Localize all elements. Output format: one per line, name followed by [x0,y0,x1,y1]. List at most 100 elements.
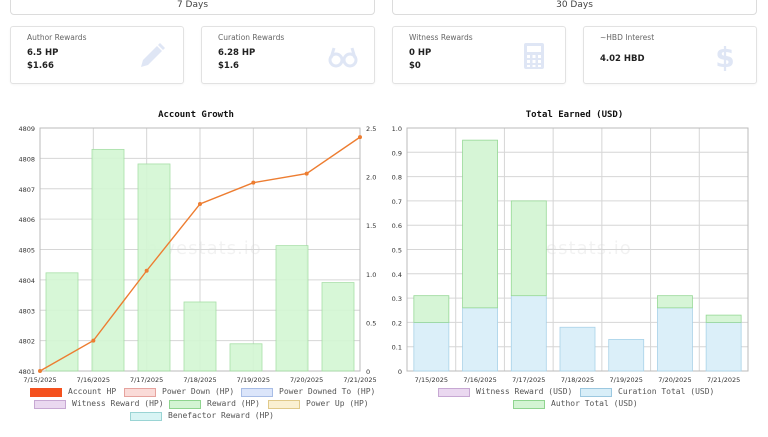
card-title: ~HBD Interest [600,33,655,42]
card-value-hp: 6.5 HP [27,48,59,58]
reward-bar [229,343,263,372]
curation-bar [705,321,742,372]
x-tick-label: 7/19/2025 [610,376,643,384]
x-tick-label: 7/21/2025 [343,376,376,384]
y-right-tick-label: 2.5 [366,125,376,133]
legend-swatch [169,400,201,409]
curation-rewards-card: Curation Rewards 6.28 HP $1.6 [201,26,375,84]
legend-swatch [30,388,62,397]
card-title: Witness Rewards [409,33,473,42]
legend-label: Reward (HP) [207,399,260,408]
account-growth-title: Account Growth [158,110,234,120]
x-tick-label: 7/18/2025 [183,376,216,384]
legend-label: Benefactor Reward (HP) [168,411,274,420]
reward-bar [275,245,309,372]
y-tick-label: 0.7 [392,198,402,206]
y-tick-label: 1.0 [392,125,402,133]
legend-label: Witness Reward (HP) [72,399,164,408]
reward-bar [137,163,171,372]
card-value-usd: $1.66 [27,61,54,71]
legend-swatch [124,388,156,397]
legend-swatch [438,388,470,397]
y-right-tick-label: 1.0 [366,271,376,279]
author-bar [657,295,693,309]
x-tick-label: 7/19/2025 [237,376,270,384]
author-bar [462,139,498,309]
calculator-icon [524,43,544,69]
legend-label: Power Downed To (HP) [279,387,376,396]
legend-swatch [268,400,300,409]
x-tick-label: 7/16/2025 [463,376,496,384]
account-hp-point [91,338,96,343]
card-title: Author Rewards [27,33,87,42]
card-value-hbd: 4.02 HBD [600,54,645,64]
card-value-usd: $1.6 [218,61,239,71]
curation-bar [413,321,450,372]
tab-30-days[interactable]: 30 Days [392,0,757,15]
x-tick-label: 7/18/2025 [561,376,594,384]
account-hp-point [251,180,256,185]
legend-swatch [241,388,273,397]
legend-swatch [580,388,612,397]
y-left-tick-label: 4803 [18,307,35,315]
y-right-tick-label: 0 [366,368,370,376]
curation-bar [510,295,547,372]
y-left-tick-label: 4806 [18,216,35,224]
legend-swatch [513,400,545,409]
account-hp-point [304,171,309,176]
x-tick-label: 7/15/2025 [415,376,448,384]
x-tick-label: 7/20/2025 [658,376,691,384]
y-tick-label: 0.6 [392,222,402,230]
total-earned-title: Total Earned (USD) [525,110,624,120]
author-bar [413,295,450,323]
legend-label: Power Down (HP) [162,387,235,396]
legend-swatch [34,400,66,409]
y-tick-label: 0.2 [392,319,402,327]
x-tick-label: 7/16/2025 [77,376,110,384]
y-tick-label: 0.8 [392,174,402,182]
legend-label: Power Up (HP) [306,399,369,408]
x-tick-label: 7/21/2025 [707,376,740,384]
author-bar [705,314,742,323]
account-hp-point [144,268,149,273]
witness-rewards-card: Witness Rewards 0 HP $0 [392,26,566,84]
glasses-icon [328,47,358,68]
y-tick-label: 0 [398,368,402,376]
y-left-tick-label: 4804 [18,277,35,285]
y-left-tick-label: 4808 [18,155,35,163]
account-hp-point [38,369,42,373]
author-bar [510,200,547,297]
card-value-hp: 0 HP [409,48,432,58]
reward-bar [321,282,355,372]
x-tick-label: 7/20/2025 [290,376,323,384]
y-tick-label: 0.5 [392,247,402,255]
card-value-usd: $0 [409,61,421,71]
reward-bar [91,148,125,372]
legend-label: Curation Total (USD) [618,387,715,396]
y-tick-label: 0.9 [392,149,402,157]
y-left-tick-label: 4807 [18,186,35,194]
card-value-hp: 6.28 HP [218,48,256,58]
legend-label: Account HP [68,387,117,396]
x-tick-label: 7/17/2025 [512,376,545,384]
reward-bar [45,272,79,372]
reward-bar [183,301,217,372]
y-tick-label: 0.3 [392,295,402,303]
y-tick-label: 0.4 [392,271,402,279]
total-earned-chart: 0 0.1 0.2 0.3 0.4 0.5 0.6 0.7 0.8 0.9 1.0 7/15/2025… [392,125,749,384]
account-hp-point [198,201,202,206]
curation-bar [462,307,498,372]
y-left-tick-label: 4802 [18,338,35,346]
account-hp-point [358,135,362,140]
hbd-interest-card: ~HBD Interest 4.02 HBD $ [583,26,757,84]
tab-7-days[interactable]: 7 Days [10,0,375,15]
watermark-left: hivestats.io [146,238,262,259]
y-left-tick-label: 4805 [18,247,35,255]
dollar-icon: $ [715,41,734,71]
curation-bar [559,326,596,372]
author-rewards-card: Author Rewards 6.5 HP $1.66 [10,26,184,84]
y-right-tick-label: 2.0 [366,174,376,182]
legend-label: Witness Reward (USD) [476,387,573,396]
x-tick-label: 7/15/2025 [23,376,56,384]
x-tick-label: 7/17/2025 [130,376,163,384]
